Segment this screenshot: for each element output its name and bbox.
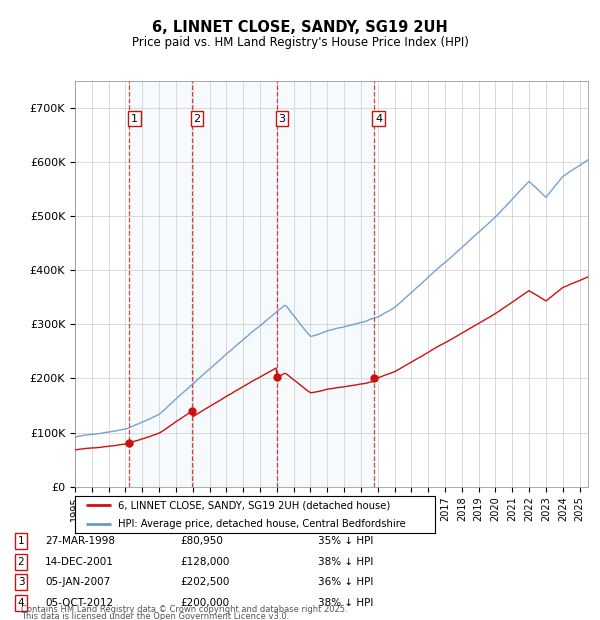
Text: 4: 4 <box>17 598 25 608</box>
Bar <box>130 81 374 487</box>
Text: 1: 1 <box>131 113 138 123</box>
Text: 4: 4 <box>375 113 382 123</box>
Text: £200,000: £200,000 <box>180 598 229 608</box>
Text: Price paid vs. HM Land Registry's House Price Index (HPI): Price paid vs. HM Land Registry's House … <box>131 36 469 48</box>
Text: 6, LINNET CLOSE, SANDY, SG19 2UH: 6, LINNET CLOSE, SANDY, SG19 2UH <box>152 20 448 35</box>
Text: 6, LINNET CLOSE, SANDY, SG19 2UH (detached house): 6, LINNET CLOSE, SANDY, SG19 2UH (detach… <box>118 500 391 510</box>
Text: 35% ↓ HPI: 35% ↓ HPI <box>318 536 373 546</box>
Text: 1: 1 <box>17 536 25 546</box>
Text: 05-OCT-2012: 05-OCT-2012 <box>45 598 113 608</box>
Text: HPI: Average price, detached house, Central Bedfordshire: HPI: Average price, detached house, Cent… <box>118 519 406 529</box>
Text: 05-JAN-2007: 05-JAN-2007 <box>45 577 110 587</box>
Text: 2: 2 <box>193 113 200 123</box>
Text: 14-DEC-2001: 14-DEC-2001 <box>45 557 114 567</box>
Text: 27-MAR-1998: 27-MAR-1998 <box>45 536 115 546</box>
Text: 3: 3 <box>278 113 286 123</box>
Text: £202,500: £202,500 <box>180 577 229 587</box>
Text: 38% ↓ HPI: 38% ↓ HPI <box>318 598 373 608</box>
Text: £80,950: £80,950 <box>180 536 223 546</box>
Text: 3: 3 <box>17 577 25 587</box>
Text: 38% ↓ HPI: 38% ↓ HPI <box>318 557 373 567</box>
Text: 2: 2 <box>17 557 25 567</box>
Text: £128,000: £128,000 <box>180 557 229 567</box>
Text: 36% ↓ HPI: 36% ↓ HPI <box>318 577 373 587</box>
Text: Contains HM Land Registry data © Crown copyright and database right 2025.: Contains HM Land Registry data © Crown c… <box>21 605 347 614</box>
Text: This data is licensed under the Open Government Licence v3.0.: This data is licensed under the Open Gov… <box>21 612 289 620</box>
